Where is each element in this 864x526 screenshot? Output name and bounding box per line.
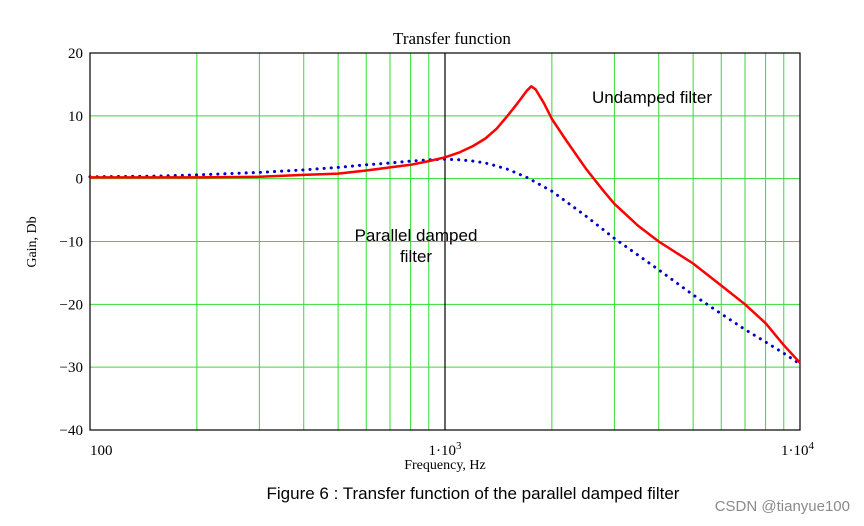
y-tick-label: −40 (60, 423, 83, 439)
y-axis-label: Gain, Db (25, 216, 40, 267)
series-line-undamped (90, 85, 801, 364)
y-tick-label: 0 (76, 172, 84, 188)
x-axis-label: Frequency, Hz (404, 458, 486, 473)
x-axis-ticks: 100 1·103 1·104 (90, 440, 815, 459)
series-line-parallel-damped (88, 157, 802, 366)
annotation-undamped-filter: Undamped filter (592, 88, 712, 107)
annotation-damped-filter-line1: Parallel damped (355, 226, 478, 245)
annotation-damped-filter-line2: filter (400, 247, 432, 266)
y-tick-label: −10 (60, 235, 83, 251)
figure-caption: Figure 6 : Transfer function of the para… (266, 484, 680, 503)
y-tick-label: 20 (68, 46, 83, 62)
chart-title: Transfer function (393, 29, 511, 48)
x-tick-label: 100 (90, 443, 113, 459)
x-tick-label: 1·104 (781, 440, 815, 459)
watermark: CSDN @tianyue100 (714, 498, 850, 515)
y-tick-label: −20 (60, 297, 83, 313)
y-axis-ticks: 20 10 0 −10 −20 −30 −40 (60, 46, 83, 439)
x-tick-label: 1·103 (429, 440, 463, 459)
y-tick-label: 10 (68, 109, 83, 125)
y-tick-label: −30 (60, 360, 83, 376)
